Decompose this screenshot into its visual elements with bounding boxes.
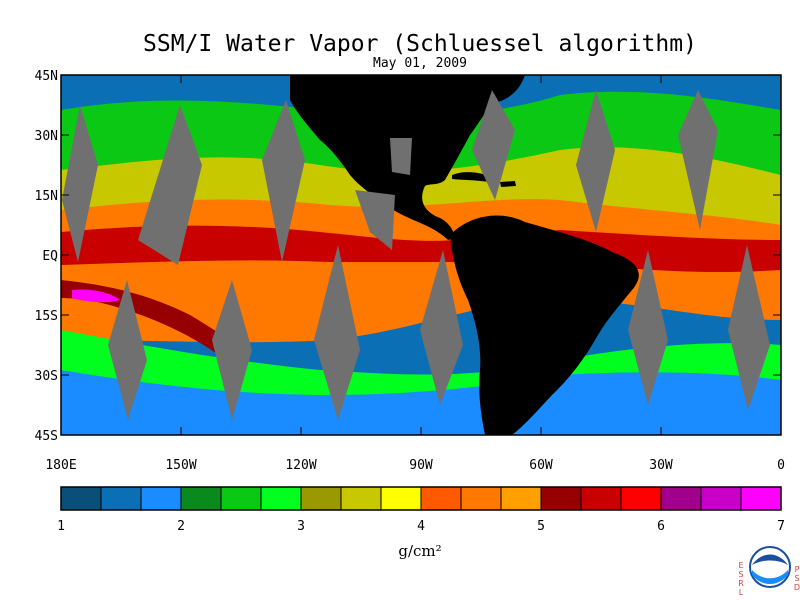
lon-tick-label: 60W [529, 458, 553, 473]
colorbar-swatch [221, 487, 262, 510]
lon-tick-label: 30W [649, 458, 673, 473]
swath-3 [262, 100, 305, 262]
colorbar-swatch [381, 487, 422, 510]
lat-tick-label: 15S [35, 309, 58, 324]
colorbar-unit: g/cm² [398, 542, 441, 560]
swath-4 [472, 90, 515, 200]
lat-tick-label: 30N [35, 129, 58, 144]
swath-12 [728, 245, 770, 410]
swath-14 [390, 138, 412, 175]
logo-letter-right: P [795, 565, 800, 574]
noaa-logo-name: NOAA [761, 564, 779, 571]
colorbar-swatch [621, 487, 662, 510]
colorbar-frame [60, 486, 782, 511]
colorbar-label: 4 [417, 519, 425, 534]
swath-6 [678, 90, 718, 230]
swath-11 [628, 250, 668, 405]
logo-letter-left: E [738, 561, 743, 570]
colorbar-swatch [101, 487, 142, 510]
colorbar-swatch [501, 487, 542, 510]
lat-tick-label: 15N [35, 189, 58, 204]
hispaniola [500, 181, 516, 187]
colorbar-swatch [341, 487, 382, 510]
swath-13 [355, 190, 395, 250]
south-blue-band [61, 370, 781, 435]
colorbar-swatch [261, 487, 302, 510]
colorbar-label: 2 [177, 519, 185, 534]
colorbar-label: 3 [297, 519, 305, 534]
noaa-wave-icon [752, 570, 788, 584]
colorbar-swatch [701, 487, 742, 510]
swath-1 [62, 105, 98, 262]
colorbar-swatch [301, 487, 342, 510]
colorbar-swatch [661, 487, 702, 510]
south-america [450, 215, 639, 435]
swath-5 [576, 90, 615, 232]
map-area [61, 75, 781, 435]
logo-letter-right: D [794, 583, 800, 592]
lat-tick-label: EQ [42, 249, 58, 264]
swath-10 [420, 250, 463, 405]
lat-tick-label: 30S [35, 369, 58, 384]
colorbar-swatch [461, 487, 502, 510]
noaa-bird-icon [752, 554, 788, 565]
swath-8 [212, 280, 252, 420]
colorbar-label: 7 [777, 519, 785, 534]
colorbar-swatch [741, 487, 782, 510]
lon-tick-label: 120W [285, 458, 316, 473]
colorbar-swatch [421, 487, 462, 510]
colorbar-swatch [61, 487, 102, 510]
colorbar-swatch [581, 487, 622, 510]
chart-title: SSM/I Water Vapor (Schluessel algorithm) [143, 31, 697, 57]
chart-subtitle: May 01, 2009 [373, 56, 467, 71]
lon-tick-label: 150W [165, 458, 196, 473]
colorbar-swatch [141, 487, 182, 510]
logo-letter-left: S [738, 570, 743, 579]
spcz-magenta-spot [72, 289, 120, 303]
colorbar-label: 6 [657, 519, 665, 534]
swath-7 [108, 280, 147, 420]
colorbar: 1 2 3 4 5 6 7 [57, 486, 785, 534]
colorbar-swatch [181, 487, 222, 510]
colorbar-label: 5 [537, 519, 545, 534]
latitude-axis: 45N 30N 15N EQ 15S 30S 45S [35, 69, 781, 444]
lat-tick-label: 45N [35, 69, 58, 84]
logo-letter-left: R [738, 579, 744, 588]
lon-tick-label: 180E [45, 458, 76, 473]
logo-letter-right: S [794, 574, 799, 583]
lon-tick-label: 0 [777, 458, 785, 473]
lat-tick-label: 45S [35, 429, 58, 444]
longitude-axis: 180E 150W 120W 90W 60W 30W 0 [45, 75, 785, 473]
swath-2 [138, 105, 202, 265]
noaa-logo: NOAA [749, 546, 791, 588]
logo-letter-left: L [739, 588, 744, 597]
swath-9 [314, 245, 360, 420]
missing-data-swaths [62, 90, 770, 420]
colorbar-label: 1 [57, 519, 65, 534]
lon-tick-label: 90W [409, 458, 433, 473]
colorbar-swatch [541, 487, 582, 510]
